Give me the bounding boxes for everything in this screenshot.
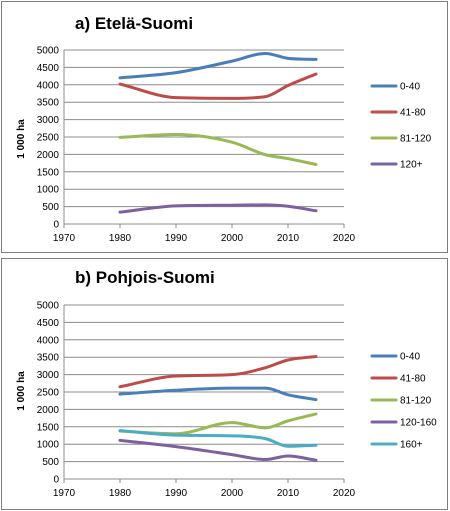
- y-tick-label: 3000: [37, 115, 60, 126]
- series-line-0-40: [118, 386, 318, 402]
- y-tick-label: 4000: [37, 335, 60, 346]
- series-line-81-120: [118, 133, 318, 166]
- y-tick-label: 0: [53, 220, 59, 231]
- x-tick-label: 2010: [277, 233, 300, 244]
- x-tick-label: 1980: [109, 233, 132, 244]
- x-tick-label: 1980: [109, 488, 132, 499]
- legend-label-81-120: 81-120: [400, 134, 432, 145]
- series-line-160+: [118, 429, 318, 448]
- series-line-41-80: [118, 72, 318, 100]
- y-tick-label: 500: [42, 202, 59, 213]
- y-tick-label: 2500: [37, 133, 60, 144]
- x-tick-label: 1990: [165, 488, 188, 499]
- chart-panel-frame: [1, 1, 448, 253]
- y-tick-label: 5000: [37, 301, 60, 312]
- y-tick-label: 1000: [37, 440, 60, 451]
- chart-title: b) Pohjois-Suomi: [75, 268, 215, 287]
- legend-label-41-80: 41-80: [400, 108, 426, 119]
- chart-panel-frame: [1, 258, 448, 510]
- y-tick-label: 1000: [37, 185, 60, 196]
- y-tick-label: 4000: [37, 80, 60, 91]
- chart-panel-etela-suomi: a) Etelä-Suomi 1 000 ha 0 500 1000 1500 2000…: [1, 1, 448, 253]
- legend-label-120-160: 120-160: [400, 418, 437, 429]
- series-line-41-80: [118, 355, 318, 389]
- legend-label-160+: 160+: [400, 440, 423, 451]
- legend-label-81-120: 81-120: [400, 396, 432, 407]
- y-tick-label: 4500: [37, 63, 60, 74]
- y-axis-label: 1 000 ha: [16, 119, 27, 159]
- y-tick-label: 5000: [37, 46, 60, 57]
- x-tick-label: 1970: [53, 233, 76, 244]
- series-line-120+: [118, 203, 318, 214]
- chart-panel-pohjois-suomi: b) Pohjois-Suomi 1 000 ha 0 500 1000 1500 20…: [1, 258, 448, 510]
- x-tick-label: 2020: [333, 233, 356, 244]
- chart-title: a) Etelä-Suomi: [75, 14, 193, 33]
- y-tick-label: 0: [53, 475, 59, 486]
- y-tick-label: 2500: [37, 388, 60, 399]
- y-tick-label: 1500: [37, 167, 60, 178]
- legend-label-0-40: 0-40: [400, 352, 420, 363]
- x-tick-label: 1990: [165, 233, 188, 244]
- x-tick-label: 2000: [221, 488, 244, 499]
- y-axis-label: 1 000 ha: [16, 371, 27, 411]
- series-line-0-40: [118, 51, 318, 80]
- legend-label-41-80: 41-80: [400, 374, 426, 385]
- x-tick-label: 1970: [53, 488, 76, 499]
- y-tick-label: 3500: [37, 353, 60, 364]
- y-tick-label: 4500: [37, 318, 60, 329]
- y-tick-label: 3000: [37, 370, 60, 381]
- x-tick-label: 2020: [333, 488, 356, 499]
- y-tick-label: 3500: [37, 98, 60, 109]
- legend-label-0-40: 0-40: [400, 82, 420, 93]
- y-tick-label: 500: [42, 457, 59, 468]
- x-tick-label: 2010: [277, 488, 300, 499]
- y-tick-label: 1500: [37, 422, 60, 433]
- y-tick-label: 2000: [37, 150, 60, 161]
- y-tick-label: 2000: [37, 405, 60, 416]
- x-tick-label: 2000: [221, 233, 244, 244]
- legend-label-120+: 120+: [400, 160, 423, 171]
- series-line-120-160: [118, 438, 318, 462]
